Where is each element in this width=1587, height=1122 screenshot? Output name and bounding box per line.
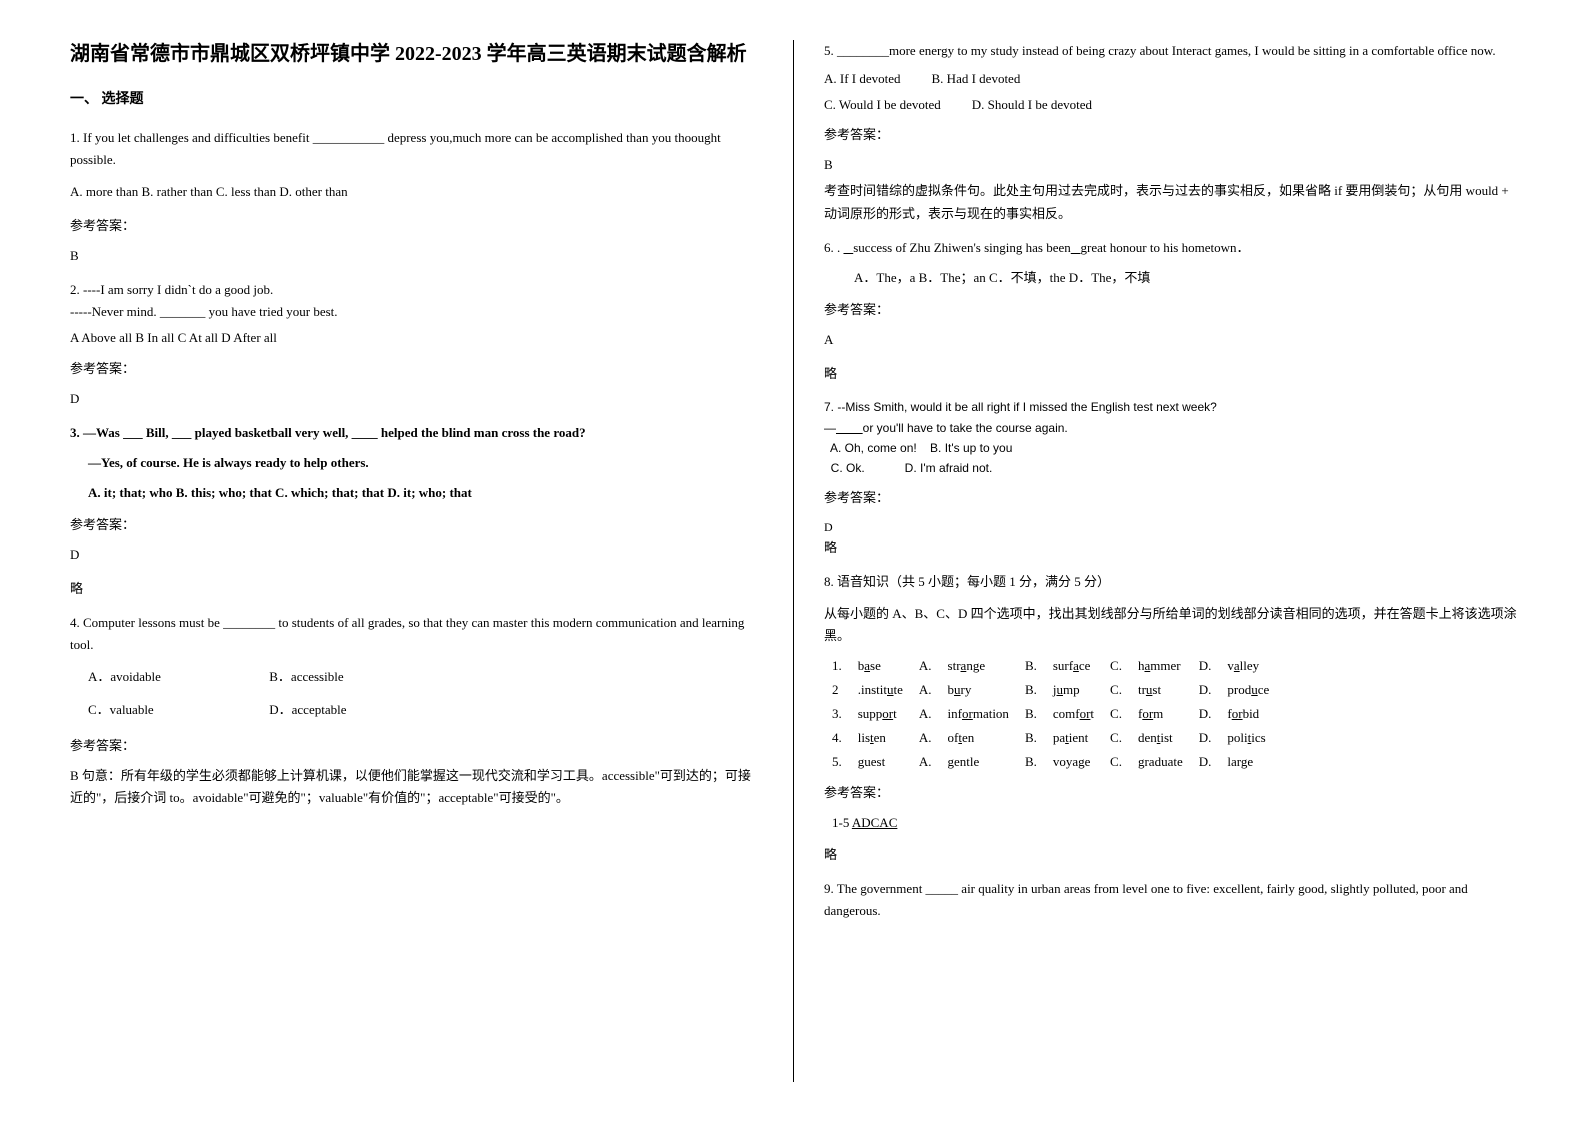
question-2: 2. ----I am sorry I didn`t do a good job… — [70, 279, 763, 409]
q5-options-row2: C. Would I be devoted D. Should I be dev… — [824, 94, 1517, 116]
q4-optB: B．accessible — [269, 669, 343, 684]
q5-optA: A. If I devoted — [824, 71, 901, 86]
q2-line2: -----Never mind. _______ you have tried … — [70, 301, 763, 323]
q3-line2: —Yes, of course. He is always ready to h… — [70, 452, 763, 474]
table-row: 4.listenA.oftenB.patientC.dentistD.polit… — [824, 726, 1277, 750]
q4-optC: C．valuable — [88, 699, 248, 721]
q6-answer: A — [824, 329, 1517, 351]
question-6: 6. . success of Zhu Zhiwen's singing has… — [824, 237, 1517, 385]
q7-note: 略 — [824, 537, 1517, 559]
q6-answer-label: 参考答案： — [824, 299, 1517, 321]
table-row: 2.instituteA.buryB.jumpC.trustD.produce — [824, 678, 1277, 702]
table-row: 1.baseA.strangeB.surfaceC.hammerD.valley — [824, 654, 1277, 678]
question-4: 4. Computer lessons must be ________ to … — [70, 612, 763, 809]
q6-options: A．The，a B．The；an C．不填，the D．The，不填 — [824, 267, 1517, 289]
q5-answer-label: 参考答案： — [824, 124, 1517, 146]
q4-options-row1: A．avoidable B．accessible — [70, 666, 763, 688]
q4-optA: A．avoidable — [88, 666, 248, 688]
q7-line1: 7. --Miss Smith, would it be all right i… — [824, 397, 1517, 417]
q1-options: A. more than B. rather than C. less than… — [70, 181, 763, 203]
q7-options2: C. Ok. D. I'm afraid not. — [824, 458, 1517, 478]
column-divider — [793, 40, 794, 1082]
q2-line1: 2. ----I am sorry I didn`t do a good job… — [70, 279, 763, 301]
q2-answer: D — [70, 388, 763, 410]
right-column: 5. ________more energy to my study inste… — [804, 40, 1537, 1082]
q3-line1: 3. —Was ___ Bill, ___ played basketball … — [70, 422, 763, 444]
q7-line2: — or you'll have to take the course agai… — [824, 418, 1517, 438]
q8-answer-label: 参考答案： — [824, 782, 1517, 804]
q7-answer: D — [824, 517, 1517, 537]
q4-answer: B 句意：所有年级的学生必须都能够上计算机课，以便他们能掌握这一现代交流和学习工… — [70, 765, 763, 809]
q8-heading: 8. 语音知识（共 5 小题；每小题 1 分，满分 5 分） — [824, 571, 1517, 593]
q7-answer-label: 参考答案： — [824, 487, 1517, 509]
q4-answer-label: 参考答案： — [70, 735, 763, 757]
q5-options-row1: A. If I devoted B. Had I devoted — [824, 68, 1517, 90]
q5-optD: D. Should I be devoted — [972, 97, 1092, 112]
q5-text: 5. ________more energy to my study inste… — [824, 40, 1517, 62]
question-8: 8. 语音知识（共 5 小题；每小题 1 分，满分 5 分） 从每小题的 A、B… — [824, 571, 1517, 866]
q2-options: A Above all B In all C At all D After al… — [70, 327, 763, 349]
question-3: 3. —Was ___ Bill, ___ played basketball … — [70, 422, 763, 601]
table-row: 3.supportA.informationB.comfortC.formD.f… — [824, 702, 1277, 726]
q1-answer: B — [70, 245, 763, 267]
q8-note: 略 — [824, 844, 1517, 866]
q2-answer-label: 参考答案： — [70, 358, 763, 380]
section-heading: 一、 选择题 — [70, 88, 763, 112]
table-row: 5.guestA.gentleB.voyageC.graduateD.large — [824, 750, 1277, 774]
question-7: 7. --Miss Smith, would it be all right i… — [824, 397, 1517, 559]
q3-note: 略 — [70, 578, 763, 600]
question-1: 1. If you let challenges and difficultie… — [70, 127, 763, 267]
q5-optB: B. Had I devoted — [932, 71, 1021, 86]
q5-answer: B — [824, 154, 1517, 176]
q1-text: 1. If you let challenges and difficultie… — [70, 127, 763, 171]
question-9: 9. The government _____ air quality in u… — [824, 878, 1517, 922]
q5-note: 考查时间错综的虚拟条件句。此处主句用过去完成时，表示与过去的事实相反，如果省略 … — [824, 180, 1517, 224]
q9-text: 9. The government _____ air quality in u… — [824, 878, 1517, 922]
q4-text: 4. Computer lessons must be ________ to … — [70, 612, 763, 656]
q8-answer: 1-5 ADCAC — [824, 812, 1517, 834]
q4-options-row2: C．valuable D．acceptable — [70, 699, 763, 721]
q1-answer-label: 参考答案： — [70, 215, 763, 237]
question-5: 5. ________more energy to my study inste… — [824, 40, 1517, 225]
q7-options1: A. Oh, come on! B. It's up to you — [824, 438, 1517, 458]
q3-options: A. it; that; who B. this; who; that C. w… — [70, 482, 763, 504]
q4-optD: D．acceptable — [269, 702, 346, 717]
q6-text: 6. . success of Zhu Zhiwen's singing has… — [824, 237, 1517, 259]
q8-instruction: 从每小题的 A、B、C、D 四个选项中，找出其划线部分与所给单词的划线部分读音相… — [824, 603, 1517, 647]
q3-answer: D — [70, 544, 763, 566]
q6-note: 略 — [824, 363, 1517, 385]
q3-answer-label: 参考答案： — [70, 514, 763, 536]
left-column: 湖南省常德市市鼎城区双桥坪镇中学 2022-2023 学年高三英语期末试题含解析… — [50, 40, 783, 1082]
page-title: 湖南省常德市市鼎城区双桥坪镇中学 2022-2023 学年高三英语期末试题含解析 — [70, 40, 763, 68]
q5-optC: C. Would I be devoted — [824, 97, 941, 112]
phonetics-table: 1.baseA.strangeB.surfaceC.hammerD.valley… — [824, 654, 1277, 774]
